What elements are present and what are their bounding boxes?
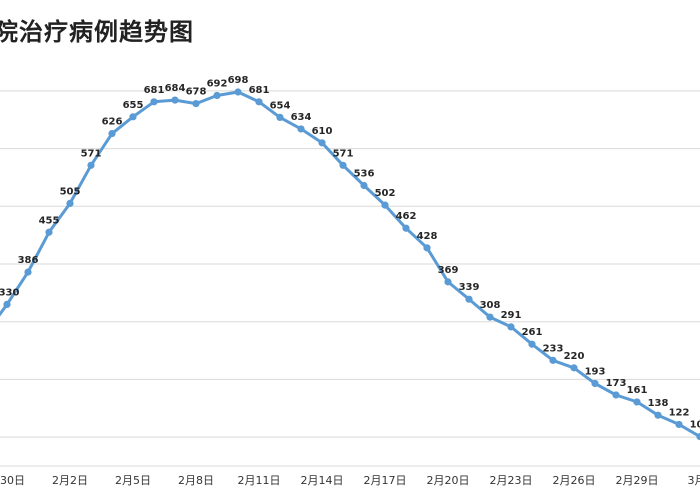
- data-point: [339, 161, 347, 169]
- data-label: 173: [606, 378, 627, 389]
- data-point: [654, 411, 662, 419]
- data-point: [633, 398, 641, 406]
- data-label: 308: [480, 300, 501, 311]
- data-label: 261: [522, 327, 543, 338]
- data-label: 610: [312, 126, 333, 137]
- data-label: 681: [144, 85, 165, 96]
- data-label: 220: [564, 351, 585, 362]
- data-point: [696, 432, 700, 441]
- data-point: [360, 181, 368, 190]
- x-tick-label: 2月2日: [52, 474, 88, 487]
- x-tick-label: 月30日: [0, 474, 25, 487]
- data-point: [108, 129, 116, 138]
- data-label: 462: [396, 211, 417, 222]
- data-point: [465, 295, 473, 303]
- data-label: 161: [627, 385, 648, 396]
- data-point: [276, 113, 284, 122]
- data-label: 233: [543, 343, 564, 354]
- x-tick-label: 3月3: [688, 474, 700, 487]
- data-label: 634: [291, 112, 312, 123]
- data-label: 626: [102, 117, 123, 128]
- x-tick-label: 2月26日: [553, 474, 596, 487]
- data-label: 138: [648, 398, 669, 409]
- data-label: 339: [459, 282, 480, 293]
- data-label: 291: [501, 310, 522, 321]
- data-point: [528, 340, 536, 348]
- data-point: [255, 98, 263, 106]
- data-point: [549, 356, 557, 364]
- data-point: [591, 379, 599, 388]
- x-tick-label: 2月5日: [115, 474, 151, 487]
- data-label: 678: [186, 87, 207, 98]
- data-point: [318, 139, 326, 147]
- data-label: 101: [690, 420, 700, 431]
- data-label: 681: [249, 85, 270, 96]
- data-label: 455: [39, 215, 60, 226]
- data-label: 369: [438, 265, 459, 276]
- x-tick-label: 2月23日: [490, 474, 533, 487]
- data-point: [24, 268, 32, 276]
- series-group: [0, 88, 700, 441]
- data-point: [234, 88, 242, 96]
- data-label: 684: [165, 83, 186, 94]
- data-label: 386: [18, 255, 39, 266]
- data-label: 698: [228, 75, 249, 86]
- x-tick-label: 2月20日: [427, 474, 470, 487]
- data-point: [486, 313, 494, 321]
- data-label: 571: [333, 148, 354, 159]
- data-point: [402, 224, 410, 232]
- data-label: 330: [0, 287, 19, 298]
- data-point: [192, 99, 200, 108]
- data-point: [507, 323, 515, 331]
- data-label: 655: [123, 100, 144, 111]
- data-point: [66, 199, 74, 207]
- data-label: 428: [417, 231, 438, 242]
- x-tick-label: 2月17日: [364, 474, 407, 487]
- data-label: 502: [375, 188, 396, 199]
- data-point: [129, 113, 137, 121]
- data-point: [444, 278, 452, 286]
- data-point: [675, 420, 683, 429]
- data-point: [297, 125, 305, 133]
- x-tick-label: 2月8日: [178, 474, 214, 487]
- x-axis: 月30日 2月2日 2月5日 2月8日 2月11日 2月14日 2月17日 2月20日 2月23…: [0, 474, 700, 487]
- data-point: [213, 91, 221, 100]
- data-point: [612, 391, 620, 399]
- chart-title: 院治疗病例趋势图: [0, 18, 194, 46]
- data-point: [570, 364, 578, 372]
- x-tick-label: 2月29日: [616, 474, 659, 487]
- gridlines: [0, 90, 700, 467]
- data-label: 193: [585, 366, 606, 377]
- data-label: 122: [669, 407, 690, 418]
- data-point: [381, 201, 389, 209]
- data-label: 654: [270, 100, 291, 111]
- x-tick-label: 2月11日: [238, 474, 281, 487]
- data-point: [150, 98, 158, 106]
- data-point: [423, 244, 431, 252]
- data-point: [171, 96, 179, 104]
- data-label: 692: [207, 78, 228, 89]
- data-point: [3, 300, 11, 308]
- x-tick-label: 2月14日: [301, 474, 344, 487]
- data-label: 536: [354, 169, 375, 180]
- data-point: [45, 228, 53, 236]
- data-label: 571: [81, 148, 102, 159]
- data-point: [87, 161, 95, 169]
- data-label: 505: [60, 186, 81, 197]
